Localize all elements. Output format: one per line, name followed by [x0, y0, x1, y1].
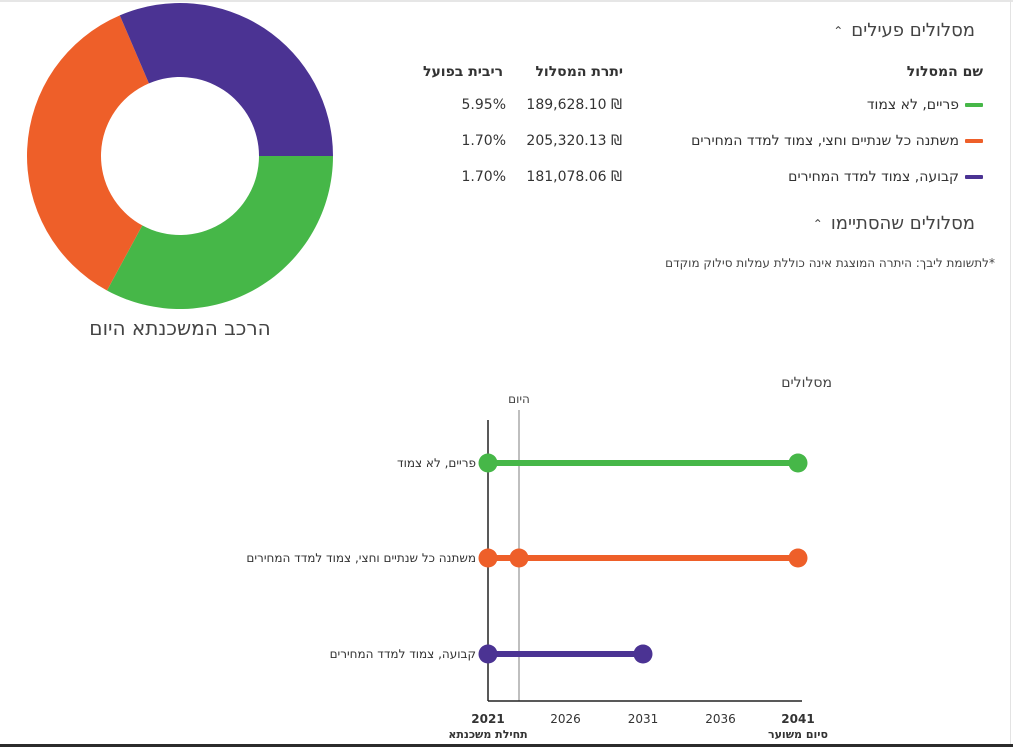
- top-border: [0, 0, 1013, 2]
- series-marker: [478, 453, 498, 473]
- x-tick-label: 2041: [781, 712, 814, 726]
- series-marker: [478, 548, 498, 568]
- x-tick-label: 2031: [628, 712, 659, 726]
- donut-title: הרכב המשכנתא היום: [89, 316, 271, 340]
- track-name: פריים, לא צמוד: [866, 97, 959, 113]
- track-name: קבועה, צמוד למדד המחירים: [788, 169, 959, 185]
- donut-slice: [26, 15, 149, 291]
- x-tick-sublabel: סיום משוער: [768, 728, 828, 741]
- series-label: קבועה, צמוד למדד המחירים: [330, 647, 476, 661]
- series-marker: [509, 548, 529, 568]
- mortgage-composition-donut: [26, 3, 334, 309]
- series-marker: [478, 644, 498, 664]
- tracks-timeline-chart: מסלולים היום פריים, לא צמוד משתנה כל שנתיים…: [246, 375, 832, 741]
- timeline-legend-title: מסלולים: [781, 375, 832, 391]
- today-label: היום: [508, 392, 530, 406]
- track-rate: 1.70%: [461, 133, 506, 149]
- donut-slice: [106, 156, 334, 309]
- x-tick-label: 2021: [471, 712, 504, 726]
- series-swatch: [965, 103, 983, 107]
- chevron-up-icon: ⌃: [812, 216, 823, 231]
- track-balance: 181,078.06 ₪: [526, 169, 622, 185]
- series-swatch: [965, 139, 983, 143]
- table-row: פריים, לא צמוד 189,628.10 ₪ 5.95%: [400, 97, 983, 123]
- series-label: פריים, לא צמוד: [397, 456, 476, 470]
- x-tick-label: 2026: [550, 712, 581, 726]
- chevron-up-icon: ⌃: [833, 23, 844, 38]
- series-marker: [788, 453, 808, 473]
- column-header-rate: ריבית בפועל: [423, 64, 503, 80]
- series-marker: [788, 548, 808, 568]
- track-balance: 205,320.13 ₪: [526, 133, 622, 149]
- active-tracks-header: מסלולים פעילים: [851, 20, 975, 41]
- track-balance: 189,628.10 ₪: [526, 97, 622, 113]
- column-header-name: שם המסלול: [906, 64, 983, 80]
- series-marker: [633, 644, 653, 664]
- table-row: משתנה כל שנתיים וחצי, צמוד למדד המחירים …: [400, 133, 983, 159]
- track-rate: 5.95%: [461, 97, 506, 113]
- series-label: משתנה כל שנתיים וחצי, צמוד למדד המחירים: [246, 551, 476, 565]
- x-tick-label: 2036: [705, 712, 736, 726]
- prepayment-note: *לתשומת ליבך: היתרה המוצגת אינה כוללת עמ…: [665, 256, 995, 270]
- ended-tracks-header: מסלולים שהסתיימו: [830, 213, 975, 234]
- donut-slice: [119, 3, 333, 157]
- series-swatch: [965, 175, 983, 179]
- bottom-border: [0, 744, 1013, 747]
- right-border: [1010, 0, 1011, 747]
- track-rate: 1.70%: [461, 169, 506, 185]
- table-row: קבועה, צמוד למדד המחירים 181,078.06 ₪ 1.…: [400, 169, 983, 195]
- column-header-balance: יתרת המסלול: [535, 64, 623, 80]
- track-name: משתנה כל שנתיים וחצי, צמוד למדד המחירים: [691, 133, 959, 149]
- active-tracks-toggle[interactable]: מסלולים פעילים ⌃: [833, 20, 975, 41]
- ended-tracks-toggle[interactable]: מסלולים שהסתיימו ⌃: [813, 213, 975, 234]
- x-tick-sublabel: תחילת משכנתא: [448, 728, 527, 741]
